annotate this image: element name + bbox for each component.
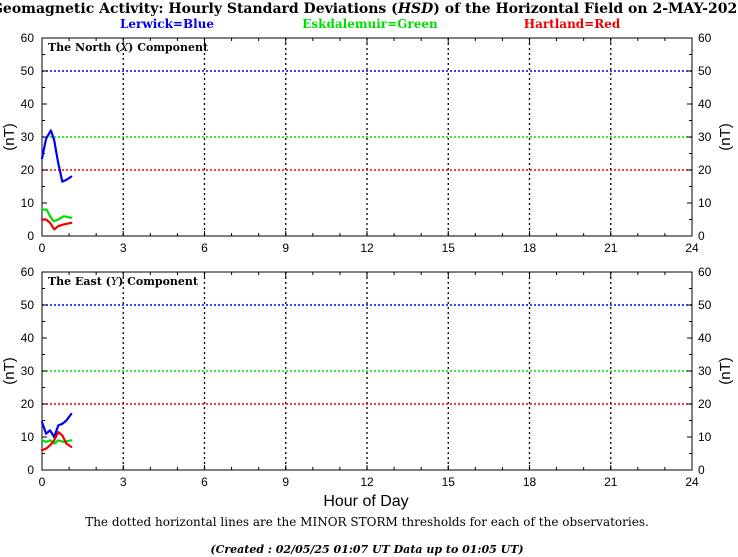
x-tick-label: 12 xyxy=(360,475,374,489)
created-timestamp: (Created : 02/05/25 01:07 UT Data up to … xyxy=(210,543,523,556)
x-tick-label: 12 xyxy=(360,241,374,255)
y-tick-label-right: 30 xyxy=(698,130,712,144)
y-tick-label-left: 30 xyxy=(21,130,35,144)
y-tick-label-left: 20 xyxy=(21,397,35,411)
legend-eskdalemuir: Eskdalemuir=Green xyxy=(302,17,438,31)
x-tick-label: 24 xyxy=(685,475,699,489)
y-tick-label-right: 60 xyxy=(698,265,712,279)
x-tick-label: 15 xyxy=(442,475,456,489)
y-axis-label-left: (nT) xyxy=(1,357,18,385)
panel-title: The North (X) Component xyxy=(48,41,209,54)
y-tick-label-left: 50 xyxy=(21,64,35,78)
chart-title: Geomagnetic Activity: Hourly Standard De… xyxy=(0,1,738,17)
y-tick-label-right: 50 xyxy=(698,64,712,78)
legend-lerwick: Lerwick=Blue xyxy=(120,17,214,31)
x-tick-label: 15 xyxy=(442,241,456,255)
series-eskdalemuir xyxy=(40,208,73,223)
x-tick-label: 3 xyxy=(120,475,127,489)
series-hartland xyxy=(40,218,73,231)
series-eskdalemuir xyxy=(40,439,73,445)
series-lerwick xyxy=(40,412,73,439)
y-tick-label-left: 40 xyxy=(21,331,35,345)
y-tick-label-right: 0 xyxy=(698,463,705,477)
y-tick-label-left: 60 xyxy=(21,31,35,45)
y-tick-label-right: 0 xyxy=(698,229,705,243)
y-tick-label-left: 0 xyxy=(27,463,34,477)
y-tick-label-left: 50 xyxy=(21,298,35,312)
threshold-note: The dotted horizontal lines are the MINO… xyxy=(85,515,649,529)
x-tick-label: 9 xyxy=(282,475,289,489)
y-tick-label-left: 10 xyxy=(21,196,35,210)
y-tick-label-right: 40 xyxy=(698,331,712,345)
x-tick-label: 24 xyxy=(685,241,699,255)
y-tick-label-left: 40 xyxy=(21,97,35,111)
series-lerwick xyxy=(40,129,73,183)
x-tick-label: 0 xyxy=(39,241,46,255)
y-tick-label-right: 60 xyxy=(698,31,712,45)
y-axis-label-right: (nT) xyxy=(717,123,734,151)
x-tick-label: 21 xyxy=(604,475,618,489)
x-tick-label: 21 xyxy=(604,241,618,255)
panel-title: The East (Y) Component xyxy=(48,275,199,288)
y-axis-label-left: (nT) xyxy=(1,123,18,151)
x-tick-label: 6 xyxy=(201,241,208,255)
y-tick-label-right: 20 xyxy=(698,163,712,177)
x-tick-label: 9 xyxy=(282,241,289,255)
series-hartland xyxy=(40,431,73,452)
y-tick-label-left: 30 xyxy=(21,364,35,378)
x-tick-label: 18 xyxy=(523,475,537,489)
x-tick-label: 18 xyxy=(523,241,537,255)
y-tick-label-left: 0 xyxy=(27,229,34,243)
y-tick-label-left: 20 xyxy=(21,163,35,177)
y-tick-label-right: 10 xyxy=(698,430,712,444)
x-tick-label: 3 xyxy=(120,241,127,255)
y-tick-label-right: 30 xyxy=(698,364,712,378)
y-tick-label-right: 40 xyxy=(698,97,712,111)
x-axis-label: Hour of Day xyxy=(323,493,408,510)
y-tick-label-right: 20 xyxy=(698,397,712,411)
legend-hartland: Hartland=Red xyxy=(524,17,621,31)
y-tick-label-right: 10 xyxy=(698,196,712,210)
y-tick-label-right: 50 xyxy=(698,298,712,312)
x-tick-label: 6 xyxy=(201,475,208,489)
x-tick-label: 0 xyxy=(39,475,46,489)
y-tick-label-left: 60 xyxy=(21,265,35,279)
y-axis-label-right: (nT) xyxy=(717,357,734,385)
y-tick-label-left: 10 xyxy=(21,430,35,444)
